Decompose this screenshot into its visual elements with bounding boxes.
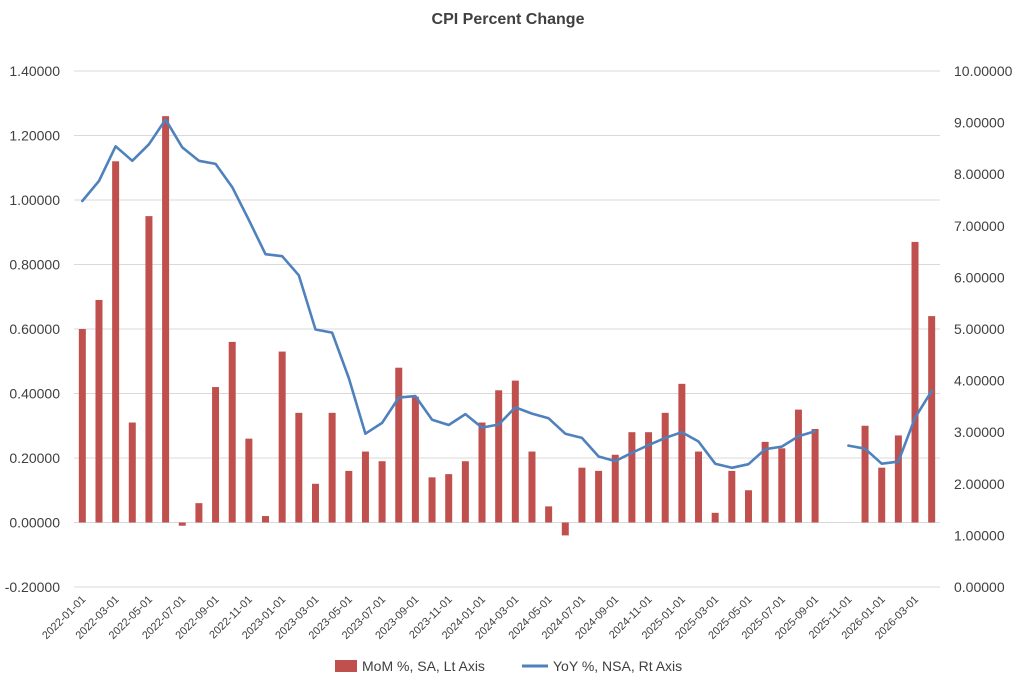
mom-bar (578, 467, 586, 523)
mom-bar (861, 425, 869, 523)
mom-bar (528, 451, 536, 523)
mom-bar (278, 351, 286, 523)
right-tick-label: 9.00000 (954, 115, 1005, 131)
mom-bar (195, 503, 203, 523)
mom-bar (112, 161, 120, 523)
right-tick-label: 1.00000 (954, 527, 1005, 543)
mom-bar (228, 341, 236, 523)
mom-bar (728, 470, 736, 523)
mom-bar (561, 522, 569, 536)
right-tick-label: 10.00000 (954, 63, 1013, 79)
mom-bar (711, 512, 719, 523)
mom-bar (894, 435, 902, 523)
legend: MoM %, SA, Lt Axis YoY %, NSA, Rt Axis (335, 658, 682, 674)
mom-bar (162, 116, 170, 523)
right-tick-label: 8.00000 (954, 166, 1005, 182)
gridlines (74, 70, 940, 588)
mom-bar (761, 441, 769, 523)
left-tick-label: 0.80000 (9, 257, 60, 273)
mom-bar (811, 428, 819, 523)
left-tick-label: 1.00000 (9, 192, 60, 208)
mom-bar (695, 451, 703, 523)
right-tick-label: 7.00000 (954, 218, 1005, 234)
left-axis: -0.20000 0.00000 0.20000 0.40000 0.60000 0.80… (5, 63, 60, 595)
mom-bar (595, 470, 603, 523)
mom-bar (445, 474, 453, 523)
chart-title: CPI Percent Change (432, 11, 585, 28)
left-tick-label: 0.20000 (9, 450, 60, 466)
left-tick-label: 1.20000 (9, 128, 60, 144)
legend-label-yoy: YoY %, NSA, Rt Axis (553, 658, 682, 674)
line-series (81, 118, 934, 470)
right-axis: 0.00000 1.00000 2.00000 3.00000 4.00000 5.000… (954, 63, 1013, 595)
right-tick-label: 2.00000 (954, 476, 1005, 492)
mom-bar (78, 329, 86, 523)
mom-bar (378, 461, 386, 523)
mom-bar (411, 396, 419, 523)
mom-bar (395, 367, 403, 523)
mom-bar (878, 467, 886, 523)
mom-bar (145, 216, 153, 523)
mom-bar (212, 387, 220, 523)
right-tick-label: 0.00000 (954, 579, 1005, 595)
mom-bar (295, 412, 303, 523)
x-axis: 2022-01-012022-03-012022-05-012022-07-01… (40, 594, 921, 642)
mom-bar (245, 438, 253, 523)
mom-bar (262, 516, 270, 523)
mom-bar (511, 380, 519, 523)
mom-bar (361, 451, 369, 523)
mom-bar (678, 383, 686, 523)
yoy-line (81, 118, 817, 470)
mom-bar (478, 422, 486, 523)
mom-bar (661, 412, 669, 523)
bar-series (78, 116, 936, 536)
left-tick-label: 1.40000 (9, 63, 60, 79)
mom-bar (928, 316, 936, 523)
legend-label-mom: MoM %, SA, Lt Axis (362, 658, 485, 674)
mom-bar (461, 461, 469, 523)
mom-bar (911, 241, 919, 523)
mom-bar (495, 390, 503, 523)
right-tick-label: 4.00000 (954, 373, 1005, 389)
mom-bar (328, 412, 336, 523)
mom-bar (794, 409, 802, 523)
mom-bar (311, 483, 319, 523)
mom-bar (345, 470, 353, 523)
right-tick-label: 5.00000 (954, 321, 1005, 337)
left-tick-label: -0.20000 (5, 579, 60, 595)
mom-bar (611, 454, 619, 523)
mom-bar (128, 422, 136, 523)
mom-bar (628, 432, 636, 523)
mom-bar (545, 506, 553, 523)
left-tick-label: 0.00000 (9, 515, 60, 531)
mom-bar (428, 477, 436, 523)
mom-bar (178, 522, 186, 526)
mom-bar (778, 448, 786, 523)
yoy-line (847, 389, 934, 466)
right-tick-label: 3.00000 (954, 424, 1005, 440)
left-tick-label: 0.60000 (9, 321, 60, 337)
left-tick-label: 0.40000 (9, 386, 60, 402)
right-tick-label: 6.00000 (954, 269, 1005, 285)
mom-bar (645, 432, 653, 523)
legend-swatch-mom (335, 660, 357, 672)
mom-bar (744, 490, 752, 523)
mom-bar (95, 299, 103, 523)
